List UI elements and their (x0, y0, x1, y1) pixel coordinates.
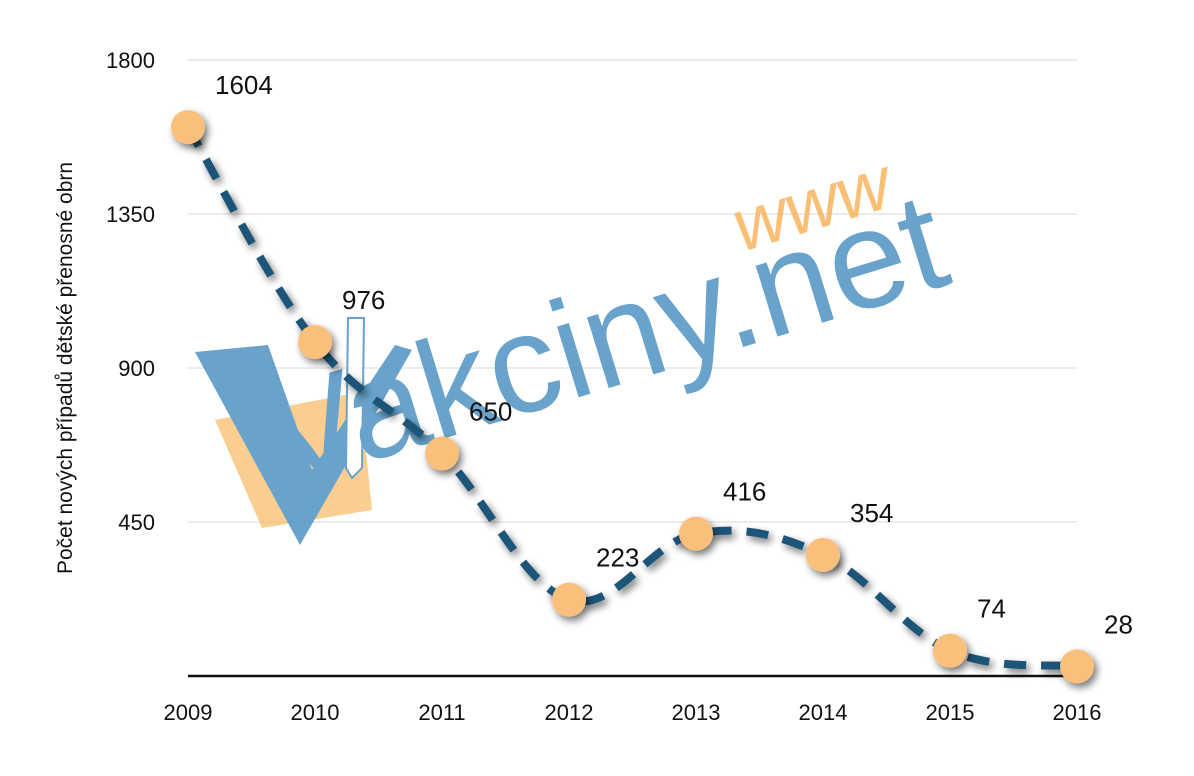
data-point-2010 (298, 324, 332, 359)
gridlines (188, 59, 1077, 523)
x-axis-tick-labels: 2009 2010 2011 2012 2013 2014 2015 2016 (164, 700, 1102, 725)
x-tick-label-2016: 2016 (1053, 700, 1102, 725)
watermark-v-icon (195, 345, 412, 545)
data-label-2014: 354 (850, 498, 893, 528)
y-axis-title: Počet nových případů dětské přenosné obr… (54, 162, 77, 574)
data-labels: 1604 976 650 223 416 354 74 28 (215, 70, 1133, 639)
x-tick-label-2013: 2013 (672, 700, 721, 725)
data-point-2015 (933, 633, 967, 668)
data-point-2012 (552, 582, 586, 617)
x-tick-label-2010: 2010 (291, 700, 340, 725)
data-label-2011: 650 (469, 397, 512, 427)
x-tick-label-2014: 2014 (799, 700, 848, 725)
data-label-2010: 976 (342, 285, 385, 315)
data-point-2013 (679, 516, 713, 551)
x-tick-label-2011: 2011 (418, 700, 465, 725)
y-axis-tick-labels: 450 900 1350 1800 (106, 48, 155, 535)
data-label-2013: 416 (723, 477, 766, 507)
data-point-2016 (1060, 649, 1094, 684)
y-tick-label-1800: 1800 (106, 48, 155, 73)
y-tick-label-1350: 1350 (106, 202, 155, 227)
series-line (184, 125, 1078, 671)
data-label-2012: 223 (596, 543, 639, 573)
data-point-2011 (425, 436, 459, 471)
x-tick-label-2015: 2015 (926, 700, 975, 725)
data-point-2009 (171, 110, 205, 145)
data-label-2015: 74 (977, 594, 1006, 624)
x-tick-label-2012: 2012 (545, 700, 594, 725)
y-tick-label-450: 450 (118, 510, 155, 535)
data-point-2014 (806, 537, 840, 572)
data-label-2009: 1604 (215, 70, 273, 100)
series-markers (171, 110, 1094, 684)
y-tick-label-900: 900 (118, 356, 155, 381)
x-tick-label-2009: 2009 (164, 700, 213, 725)
series-line-group (184, 125, 1078, 671)
watermark-pen-icon (344, 317, 366, 480)
data-label-2016: 28 (1104, 609, 1133, 639)
